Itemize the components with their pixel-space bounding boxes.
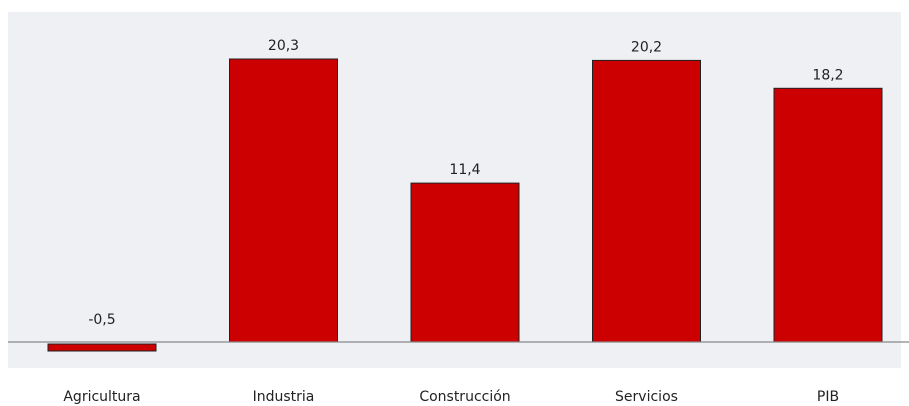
category-labels-group: Agricultura Industria Construcción Servicio… (63, 389, 839, 405)
data-label: 11,4 (449, 162, 480, 178)
bars-group (47, 58, 883, 352)
bar-agricultura (47, 343, 157, 352)
value-labels-group: -0,5 20,3 11,4 20,2 18,2 (88, 38, 843, 328)
bar-construccion (410, 182, 520, 343)
bar-servicios (592, 59, 701, 343)
data-label: 18,2 (812, 67, 843, 83)
category-label: PIB (817, 389, 839, 405)
category-label: Agricultura (63, 389, 140, 405)
data-label: 20,2 (631, 39, 662, 55)
bar-pib (773, 87, 883, 343)
category-label: Construcción (419, 389, 510, 405)
category-label: Industria (253, 389, 315, 405)
data-label: 20,3 (268, 38, 299, 54)
data-label: -0,5 (88, 312, 115, 328)
bar-industria (229, 58, 338, 343)
category-label: Servicios (615, 389, 678, 405)
